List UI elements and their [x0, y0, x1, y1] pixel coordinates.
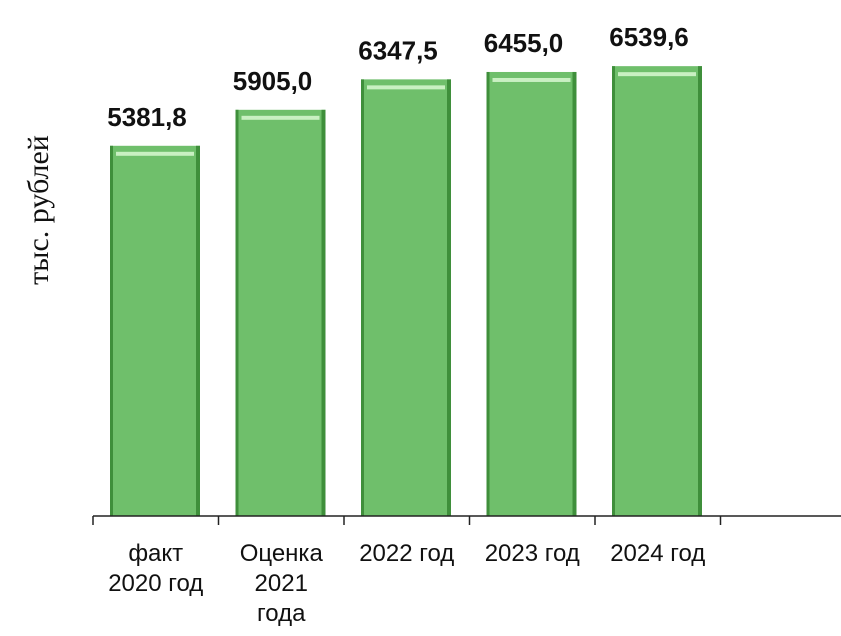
bar-highlight	[241, 115, 320, 120]
value-labels-group: 5381,8 5905,0 6347,5 6455,0 6539,6	[107, 22, 689, 132]
bar	[235, 109, 326, 516]
bar-right-edge	[321, 109, 326, 516]
bar-body	[612, 66, 702, 516]
bar-highlight	[618, 72, 696, 77]
category-label: 2024 год	[610, 540, 705, 567]
value-label: 6455,0	[484, 28, 564, 58]
bar-left-edge	[612, 66, 615, 516]
bar-body	[361, 79, 451, 516]
category-label: Оценка 2021 года	[240, 540, 324, 627]
value-label: 5381,8	[107, 102, 187, 132]
category-labels-group: факт 2020 год Оценка 2021 года 2022 год 2023 г…	[108, 540, 705, 627]
bar-right-edge	[698, 66, 702, 516]
category-label: факт 2020 год	[108, 540, 203, 597]
bar	[486, 71, 577, 516]
category-label: 2022 год	[359, 540, 454, 567]
bar	[612, 66, 702, 516]
value-label: 5905,0	[233, 66, 313, 96]
bar-highlight	[367, 85, 445, 90]
bar-right-edge	[447, 79, 451, 516]
bar-body	[486, 71, 577, 516]
bar-right-edge	[572, 71, 577, 516]
bar	[361, 79, 451, 516]
bar-highlight	[492, 77, 571, 82]
bar-right-edge	[196, 145, 200, 516]
bar-left-edge	[110, 145, 113, 516]
bar-highlight	[116, 151, 194, 156]
bar-left-edge	[235, 109, 239, 516]
bar	[110, 145, 200, 516]
bar-left-edge	[486, 71, 490, 516]
bars-group	[110, 66, 702, 516]
bar-left-edge	[361, 79, 364, 516]
value-label: 6539,6	[609, 22, 689, 52]
y-axis-label: тыс. рублей	[22, 135, 55, 285]
category-label: 2023 год	[485, 540, 580, 567]
bar-body	[235, 109, 326, 516]
x-axis-ticks	[92, 516, 722, 525]
bar-body	[110, 145, 200, 516]
value-label: 6347,5	[358, 35, 438, 65]
